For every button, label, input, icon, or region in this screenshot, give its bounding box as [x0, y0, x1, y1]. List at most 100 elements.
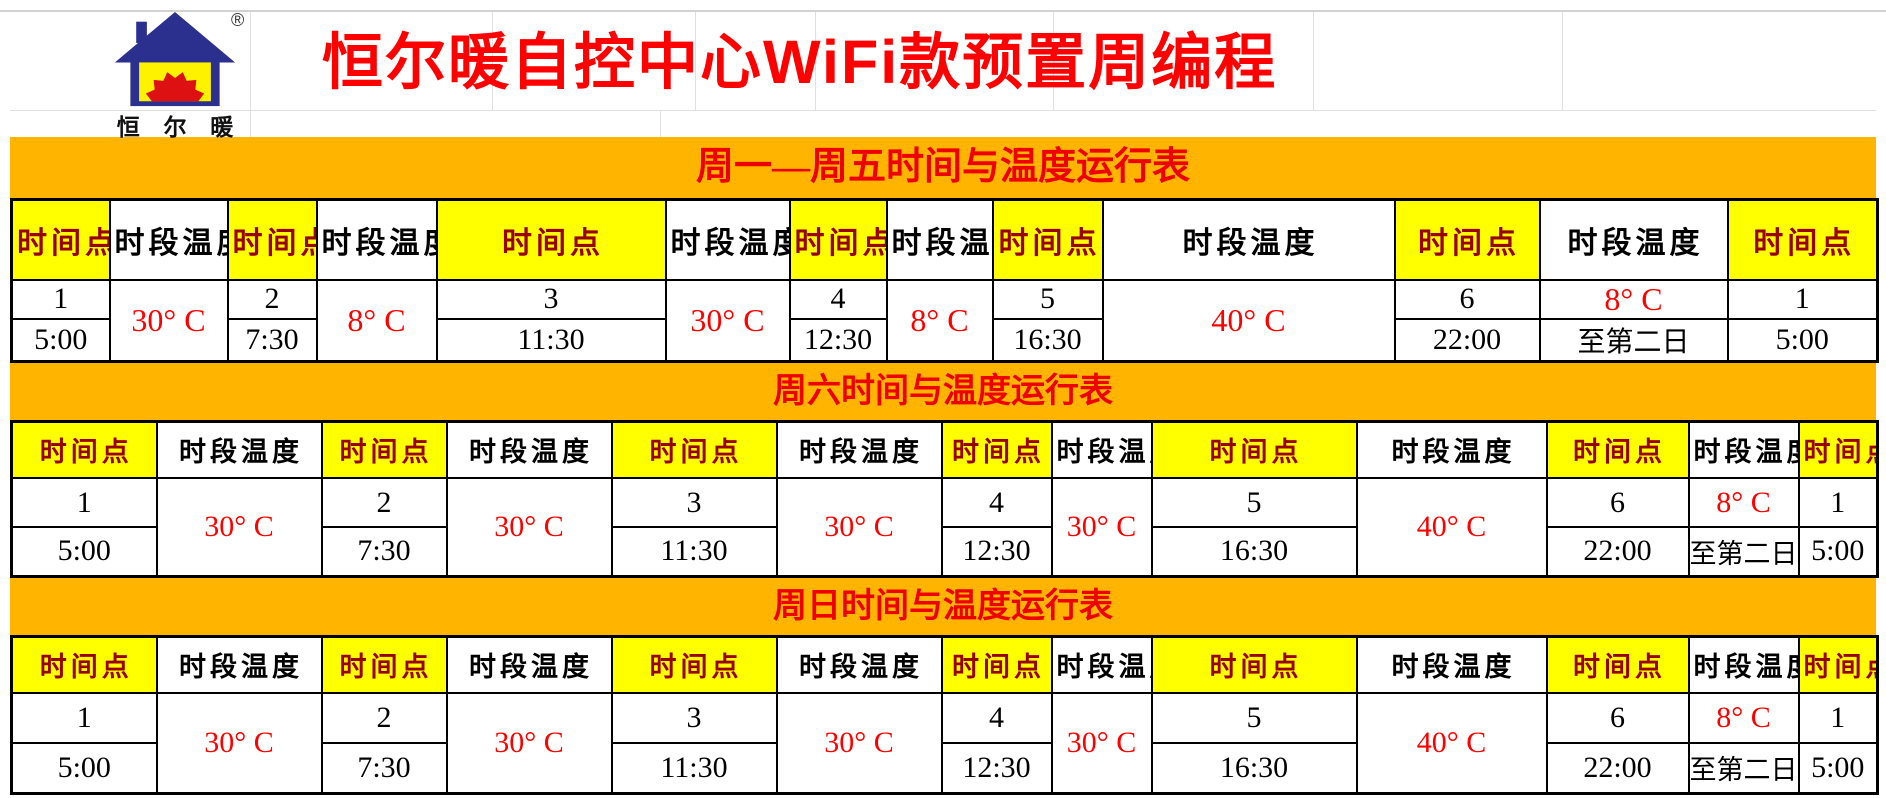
cell-point-number: 1: [1726, 278, 1879, 320]
cell-point-number: 1: [1797, 692, 1879, 744]
grid-line: [660, 110, 661, 137]
cell-point-time: 12:30: [940, 526, 1053, 577]
col-header-period-temp: 时段温度: [885, 198, 994, 281]
cell-point-time: 22:00: [1393, 317, 1541, 362]
cell-point-time: 22:00: [1545, 742, 1690, 794]
cell-point-number: 4: [940, 477, 1053, 528]
cell-final-temp: 8° C: [1687, 477, 1800, 528]
col-header-time-point: 时间点: [435, 198, 667, 281]
col-header-time-point: 时间点: [1150, 635, 1358, 694]
page-title: 恒尔暖自控中心WiFi款预置周编程: [322, 28, 1278, 96]
cell-point-number: 2: [226, 278, 318, 320]
col-header-period-temp: 时段温度: [315, 198, 438, 281]
col-header-time-point: 时间点: [10, 420, 158, 479]
cell-period-temp: 30° C: [155, 477, 323, 577]
grid-line: [1313, 12, 1314, 110]
cell-final-temp: 8° C: [1538, 278, 1729, 320]
cell-point-number: 3: [610, 692, 778, 744]
cell-point-number: 4: [788, 278, 888, 320]
cell-period-temp: 8° C: [315, 278, 438, 362]
col-header-time-point: 时间点: [610, 420, 778, 479]
schedule-table: 时间点时段温度时间点时段温度时间点时段温度时间点时段温度时间点时段温度时间点时段…: [10, 634, 1879, 795]
col-header-period-temp: 时段温度: [1538, 198, 1729, 281]
col-header-time-point: 时间点: [226, 198, 318, 281]
cell-point-number: 5: [991, 278, 1104, 320]
col-header-period-temp: 时段温度: [775, 420, 943, 479]
col-header-period-temp: 时段温度: [664, 198, 791, 281]
cell-point-number: 3: [610, 477, 778, 528]
grid-line: [815, 12, 816, 110]
cell-point-number: 6: [1393, 278, 1541, 320]
cell-period-temp: 40° C: [1101, 278, 1396, 362]
cell-point-time: 11:30: [610, 742, 778, 794]
grid-line: [250, 12, 251, 110]
col-header-period-temp: 时段温度: [1050, 420, 1153, 479]
col-header-period-temp: 时段温度: [1050, 635, 1153, 694]
col-header-period-temp: 时段温度: [1355, 635, 1548, 694]
col-header-period-temp: 时段温度: [445, 420, 613, 479]
grid-line: [10, 110, 1876, 111]
cell-point-time: 5:00: [1797, 742, 1879, 794]
cell-period-temp: 30° C: [775, 477, 943, 577]
col-header-time-point: 时间点: [1545, 635, 1690, 694]
cell-period-temp: 40° C: [1355, 477, 1548, 577]
cell-final-temp: 8° C: [1687, 692, 1800, 744]
cell-point-time: 5:00: [10, 742, 158, 794]
cell-point-time: 5:00: [10, 526, 158, 577]
cell-period-temp: 30° C: [1050, 692, 1153, 794]
cell-point-time: 16:30: [991, 317, 1104, 362]
section-banner: 周日时间与温度运行表: [10, 577, 1876, 635]
cell-period-temp: 30° C: [155, 692, 323, 794]
cell-period-temp: 30° C: [664, 278, 791, 362]
col-header-time-point: 时间点: [1393, 198, 1541, 281]
cell-point-time: 16:30: [1150, 742, 1358, 794]
col-header-period-temp: 时段温度: [1687, 635, 1800, 694]
cell-period-temp: 30° C: [1050, 477, 1153, 577]
cell-point-number: 2: [320, 477, 448, 528]
cell-period-temp: 30° C: [108, 278, 229, 362]
cell-point-time: 7:30: [226, 317, 318, 362]
cell-point-number: 4: [940, 692, 1053, 744]
col-header-period-temp: 时段温度: [1687, 420, 1800, 479]
top-header: ® 恒 尔 暖 恒尔暖自控中心WiFi款预置周编程: [10, 10, 1876, 140]
col-header-time-point: 时间点: [1545, 420, 1690, 479]
cell-period-temp: 30° C: [445, 477, 613, 577]
col-header-period-temp: 时段温度: [775, 635, 943, 694]
cell-final-temp-note: 至第二日: [1687, 742, 1800, 794]
col-header-time-point: 时间点: [320, 635, 448, 694]
cell-final-temp-note: 至第二日: [1538, 317, 1729, 362]
registered-mark: ®: [231, 10, 245, 30]
sections: 周一—周五时间与温度运行表时间点时段温度时间点时段温度时间点时段温度时间点时段温…: [0, 137, 1886, 795]
col-header-time-point: 时间点: [10, 198, 111, 281]
cell-point-time: 5:00: [1726, 317, 1879, 362]
cell-period-temp: 30° C: [775, 692, 943, 794]
cell-point-time: 16:30: [1150, 526, 1358, 577]
cell-point-time: 12:30: [788, 317, 888, 362]
grid-line: [492, 12, 493, 110]
col-header-period-temp: 时段温度: [445, 635, 613, 694]
col-header-period-temp: 时段温度: [155, 420, 323, 479]
cell-point-time: 7:30: [320, 742, 448, 794]
cell-final-temp-note: 至第二日: [1687, 526, 1800, 577]
cell-point-number: 1: [10, 477, 158, 528]
cell-point-time: 11:30: [610, 526, 778, 577]
col-header-time-point: 时间点: [991, 198, 1104, 281]
col-header-period-temp: 时段温度: [108, 198, 229, 281]
company-logo: ® 恒 尔 暖: [105, 10, 245, 140]
cell-point-time: 11:30: [435, 317, 667, 362]
cell-period-temp: 40° C: [1355, 692, 1548, 794]
col-header-time-point: 时间点: [1726, 198, 1879, 281]
col-header-time-point: 时间点: [1797, 420, 1879, 479]
cell-point-time: 12:30: [940, 742, 1053, 794]
section-banner: 周六时间与温度运行表: [10, 362, 1876, 420]
cell-point-number: 1: [10, 278, 111, 320]
cell-point-number: 1: [1797, 477, 1879, 528]
top-divider-line: [0, 10, 1886, 12]
cell-point-number: 5: [1150, 692, 1358, 744]
section-banner: 周一—周五时间与温度运行表: [10, 137, 1876, 198]
house-with-sun-icon: [114, 12, 236, 107]
cell-point-number: 6: [1545, 477, 1690, 528]
grid-line: [1053, 12, 1054, 110]
col-header-time-point: 时间点: [940, 635, 1053, 694]
